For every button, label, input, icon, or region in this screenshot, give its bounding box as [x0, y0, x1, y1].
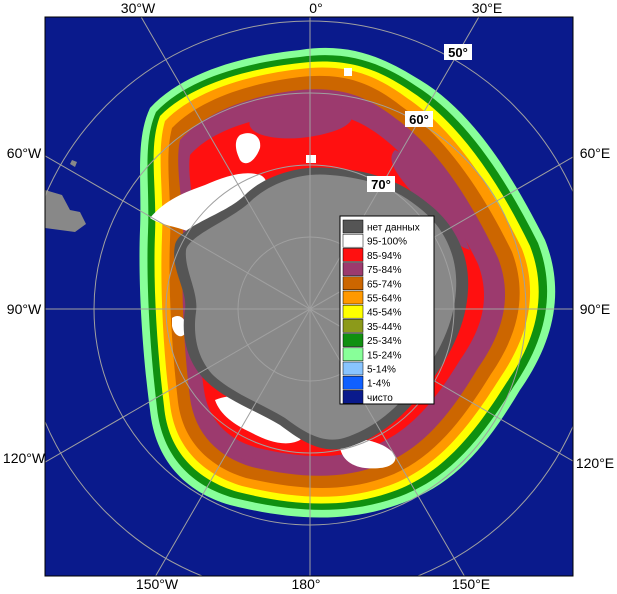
lon-label-right-60e: 60°E	[580, 145, 611, 161]
legend-label: 25-34%	[367, 336, 402, 347]
lon-label-bottom-180: 180°	[292, 576, 321, 592]
legend-swatch	[342, 375, 364, 390]
lon-label-left-120w: 120°W	[3, 450, 46, 466]
lon-label-right-120e: 120°E	[576, 455, 614, 471]
island-land	[70, 160, 77, 167]
ice-patch-95-100	[172, 315, 187, 337]
ice-patch-95-100	[306, 155, 316, 163]
legend-label: 45-54%	[367, 308, 402, 319]
legend-swatch	[342, 319, 364, 333]
legend-label: чисто	[367, 393, 393, 404]
legend-label: 1-4%	[367, 379, 390, 390]
lat-label-box-70	[367, 176, 395, 192]
legend-swatch	[342, 262, 364, 276]
lat-label-box-60	[405, 111, 433, 127]
ice-patch-75-84	[391, 150, 470, 250]
legend-label: 55-64%	[367, 294, 402, 305]
legend-swatch	[342, 390, 364, 404]
legend-swatch	[342, 304, 364, 319]
legend: нет данных 95-100% 85-94% 75-84% 65-74% 55-64…	[339, 215, 435, 405]
legend-swatch	[342, 219, 364, 234]
lat-label-60: 60°	[409, 112, 429, 127]
lat-label-70: 70°	[371, 177, 391, 192]
legend-swatch	[342, 361, 364, 376]
lon-label-top-30w: 30°W	[121, 0, 156, 16]
lat-label-50: 50°	[448, 45, 468, 60]
legend-label: 35-44%	[367, 322, 402, 333]
south-america-land	[45, 190, 86, 232]
legend-swatch	[342, 276, 364, 291]
lat-label-box-50	[444, 44, 472, 60]
legend-label: 15-24%	[367, 350, 402, 361]
legend-label: 95-100%	[367, 237, 407, 248]
legend-label: нет данных	[367, 223, 420, 234]
lon-label-top-30e: 30°E	[472, 0, 503, 16]
ice-patch-95-100	[235, 133, 261, 164]
lon-label-left-90w: 90°W	[7, 301, 42, 317]
legend-swatch	[342, 233, 364, 248]
lon-label-top-0: 0°	[309, 0, 322, 16]
legend-label: 65-74%	[367, 279, 402, 290]
legend-swatch	[342, 347, 364, 362]
lon-label-left-60w: 60°W	[7, 145, 42, 161]
legend-label: 75-84%	[367, 265, 402, 276]
lon-label-bottom-150e: 150°E	[452, 576, 490, 592]
legend-swatch	[342, 290, 364, 305]
ice-patch-75-84	[249, 105, 352, 139]
ice-patch-95-100	[344, 68, 352, 76]
lon-label-right-90e: 90°E	[580, 301, 611, 317]
legend-label: 85-94%	[367, 251, 402, 262]
map-frame	[44, 16, 574, 577]
lon-label-bottom-150w: 150°W	[136, 576, 179, 592]
legend-label: 5-14%	[367, 365, 396, 376]
legend-swatch	[342, 333, 364, 347]
legend-swatch	[342, 248, 364, 262]
